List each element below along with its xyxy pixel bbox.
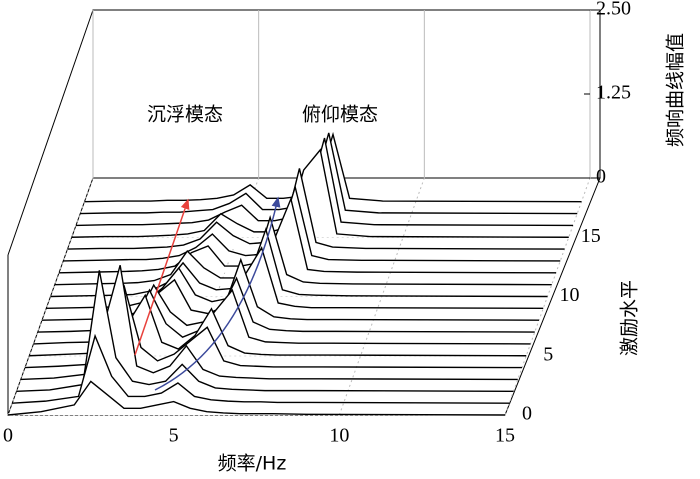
- x-tick-label: 0: [3, 425, 13, 447]
- curve: [54, 215, 552, 286]
- curve-fill: [71, 149, 569, 238]
- y-tick-label: 10: [560, 284, 580, 306]
- curve-fill: [20, 265, 518, 380]
- y-axis-title: 激励水平: [619, 280, 641, 356]
- curve: [16, 270, 514, 392]
- curves: [7, 131, 582, 416]
- left-wall-edge: [7, 9, 94, 256]
- curve: [80, 132, 578, 215]
- curve: [7, 380, 506, 416]
- x-tick-label: 15: [495, 425, 515, 447]
- curve: [58, 196, 557, 274]
- curve: [50, 226, 548, 298]
- y-tick-label: 5: [543, 343, 553, 365]
- back-wall: [92, 9, 601, 179]
- z-tick-label: 1.25: [596, 82, 631, 104]
- x-tick-label: 10: [329, 425, 349, 447]
- y-tick-label: 0: [522, 403, 532, 425]
- y-tick-label: 15: [581, 225, 601, 247]
- z-tick-label: 0: [596, 166, 606, 188]
- x-axis-title: 频率/Hz: [218, 453, 287, 475]
- annotation: 俯仰模态: [302, 104, 378, 126]
- curve: [12, 333, 510, 404]
- curve-fill: [8, 381, 505, 415]
- curve: [71, 148, 569, 238]
- x-tick-label: 5: [169, 425, 179, 447]
- arrow: [154, 196, 281, 391]
- curve: [84, 131, 582, 203]
- curve: [75, 137, 574, 227]
- curve: [63, 184, 561, 262]
- z-tick-label: 2.50: [596, 0, 631, 20]
- arrow: [134, 198, 190, 356]
- annotation: 沉浮模态: [147, 104, 223, 126]
- curve-fill: [29, 295, 527, 356]
- curve: [67, 168, 565, 250]
- z-axis-title: 频响曲线幅值: [665, 33, 687, 147]
